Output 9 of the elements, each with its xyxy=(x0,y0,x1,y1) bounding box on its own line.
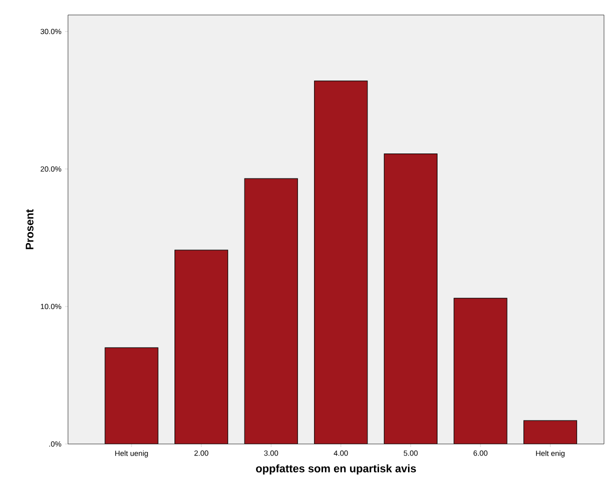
bar xyxy=(384,154,438,444)
y-axis-title: Prosent xyxy=(26,209,34,250)
x-axis-title: oppfattes som en upartisk avis xyxy=(256,464,416,475)
bar xyxy=(523,420,578,444)
bar xyxy=(314,80,368,444)
bar xyxy=(454,298,507,444)
bar xyxy=(174,250,228,444)
bar xyxy=(105,348,158,444)
bar xyxy=(244,178,298,444)
